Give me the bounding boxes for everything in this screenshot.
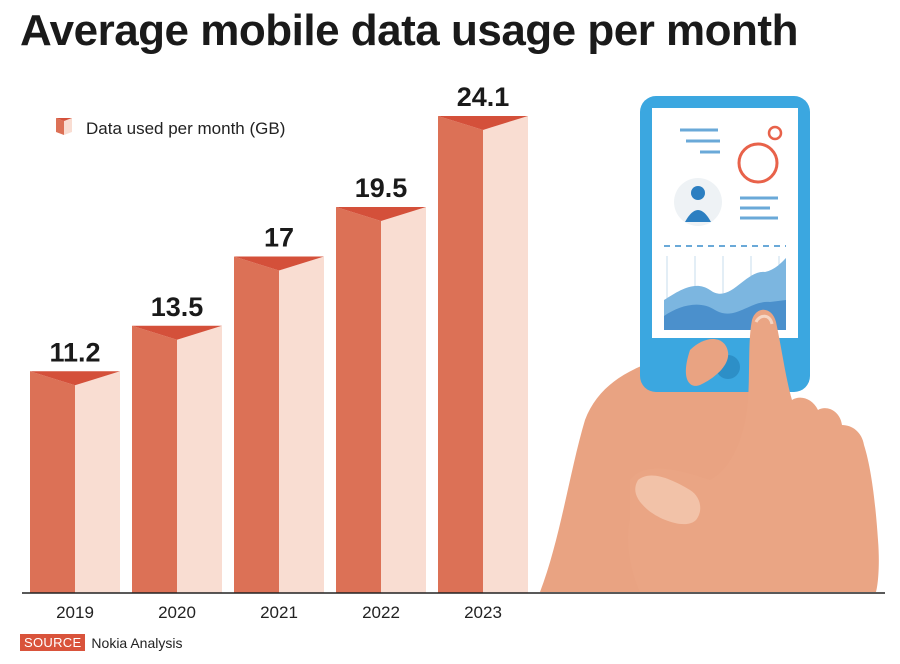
bar-2022-front <box>336 206 381 593</box>
hand-holding-smartphone-icon <box>540 96 879 592</box>
bar-2023-side <box>483 115 528 593</box>
value-label-2023: 24.1 <box>457 82 510 112</box>
value-label-2022: 19.5 <box>355 173 408 203</box>
chart-title: Average mobile data usage per month <box>20 6 798 55</box>
bar-2020-side <box>177 325 222 593</box>
bar-2021-side <box>279 256 324 593</box>
bar-2019-front <box>30 371 75 593</box>
bar-2019-side <box>75 371 120 593</box>
source-text: Nokia Analysis <box>91 634 183 651</box>
source-row: SOURCE Nokia Analysis <box>20 634 182 651</box>
bar-2020-front <box>132 325 177 593</box>
bars-layer: 11.2 2019 13.5 2020 17 2021 19.5 2022 24.1 2023 <box>30 82 528 622</box>
x-tick-2019: 2019 <box>56 603 94 622</box>
value-label-2021: 17 <box>264 222 294 252</box>
legend-label: Data used per month (GB) <box>86 119 285 138</box>
legend: Data used per month (GB) <box>56 118 285 138</box>
x-tick-2020: 2020 <box>158 603 196 622</box>
bar-2019-top <box>30 371 120 386</box>
bar-2022-top <box>336 206 426 221</box>
bar-2021-front <box>234 256 279 593</box>
x-tick-2022: 2022 <box>362 603 400 622</box>
x-tick-2021: 2021 <box>260 603 298 622</box>
bar-2020-top <box>132 325 222 340</box>
bar-2022-side <box>381 206 426 593</box>
bar-2021-top <box>234 256 324 271</box>
x-tick-2023: 2023 <box>464 603 502 622</box>
value-label-2019: 11.2 <box>49 337 100 367</box>
bar-2023-top <box>438 115 528 130</box>
value-label-2020: 13.5 <box>151 292 204 322</box>
source-label: SOURCE <box>20 634 86 651</box>
bar-2023-front <box>438 115 483 593</box>
legend-swatch-icon <box>56 118 72 135</box>
